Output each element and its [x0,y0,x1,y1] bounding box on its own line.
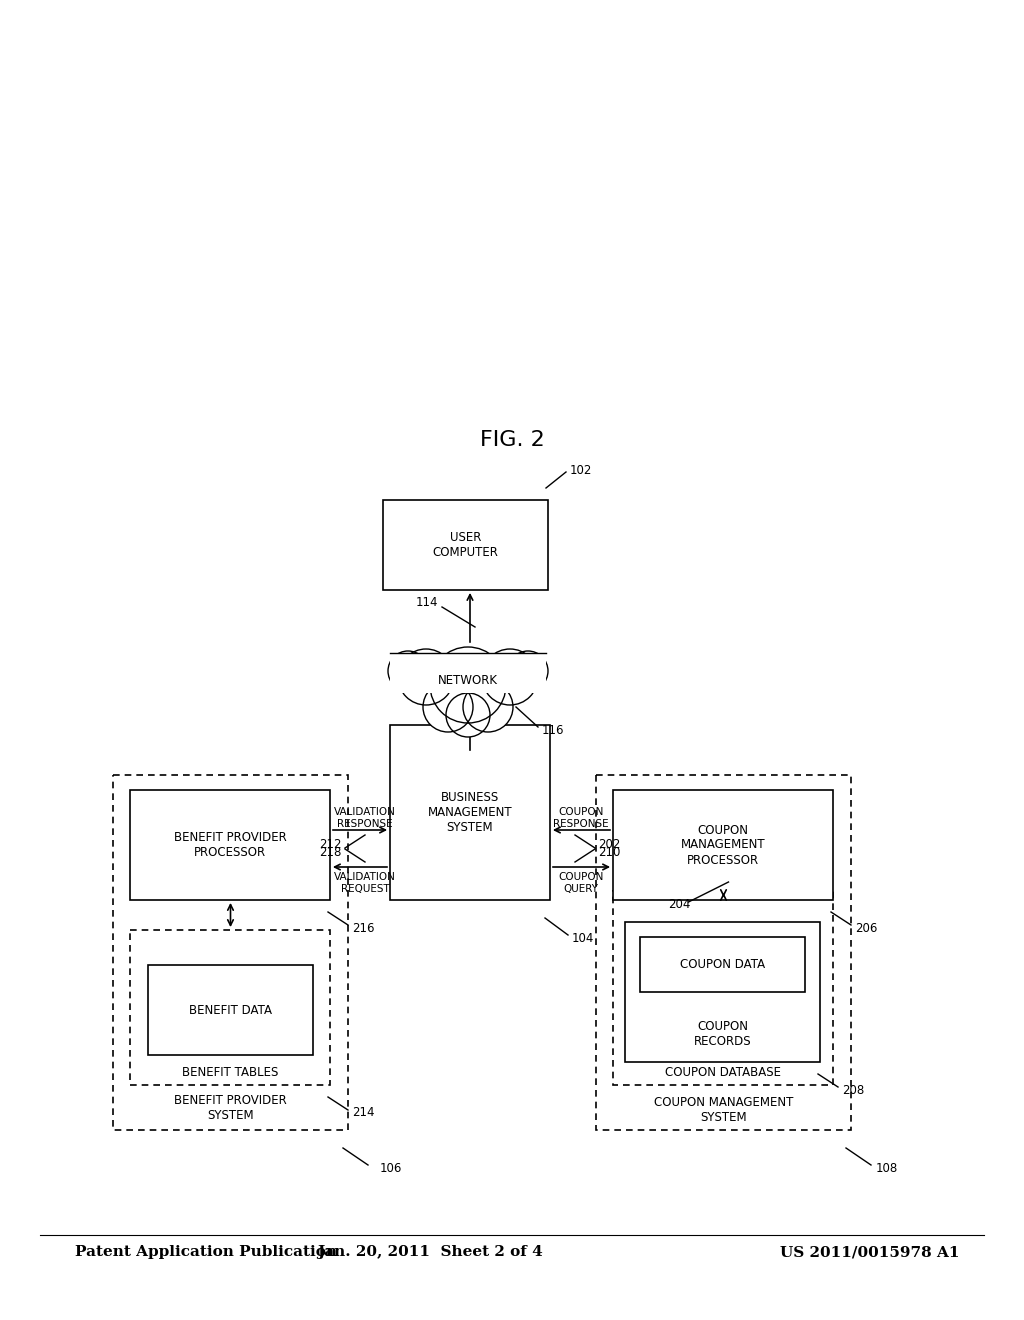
Circle shape [388,651,428,690]
Bar [625,921,820,1063]
Circle shape [430,647,506,723]
Text: USER
COMPUTER: USER COMPUTER [432,531,499,558]
Text: 208: 208 [842,1084,864,1097]
Text: 116: 116 [542,725,564,738]
Text: 108: 108 [876,1162,898,1175]
Text: 206: 206 [855,921,878,935]
Text: 214: 214 [352,1106,375,1119]
Bar [383,500,548,590]
Text: BUSINESS
MANAGEMENT
SYSTEM: BUSINESS MANAGEMENT SYSTEM [428,791,512,834]
Text: COUPON
RECORDS: COUPON RECORDS [693,1020,752,1048]
Bar [613,789,833,900]
Text: 218: 218 [319,846,342,858]
Text: 106: 106 [380,1162,402,1175]
Circle shape [508,651,548,690]
Circle shape [398,649,454,705]
Text: COUPON DATABASE: COUPON DATABASE [665,1067,781,1080]
Text: BENEFIT PROVIDER
PROCESSOR: BENEFIT PROVIDER PROCESSOR [174,832,287,859]
Text: 102: 102 [570,463,592,477]
Circle shape [463,682,513,733]
Text: US 2011/0015978 A1: US 2011/0015978 A1 [780,1245,961,1259]
Circle shape [423,682,473,733]
Text: COUPON
MANAGEMENT
PROCESSOR: COUPON MANAGEMENT PROCESSOR [681,824,765,866]
Text: Patent Application Publication: Patent Application Publication [75,1245,337,1259]
Text: Jan. 20, 2011  Sheet 2 of 4: Jan. 20, 2011 Sheet 2 of 4 [317,1245,543,1259]
Circle shape [482,649,538,705]
Text: 204: 204 [669,899,691,912]
Text: NETWORK: NETWORK [438,673,498,686]
Text: VALIDATION
RESPONSE: VALIDATION RESPONSE [334,808,396,829]
Circle shape [446,693,490,737]
Bar [613,890,833,1085]
Text: 216: 216 [352,921,375,935]
Text: COUPON MANAGEMENT
SYSTEM: COUPON MANAGEMENT SYSTEM [653,1096,794,1125]
Text: 202: 202 [598,838,621,851]
Text: BENEFIT TABLES: BENEFIT TABLES [182,1065,279,1078]
Text: COUPON DATA: COUPON DATA [680,958,765,972]
Bar [148,965,313,1055]
Bar [130,931,330,1085]
Text: 114: 114 [416,676,438,689]
Text: 210: 210 [598,846,621,858]
Text: FIG. 2: FIG. 2 [479,430,545,450]
Text: COUPON
QUERY: COUPON QUERY [558,873,604,894]
Text: 104: 104 [572,932,594,945]
Text: BENEFIT PROVIDER
SYSTEM: BENEFIT PROVIDER SYSTEM [174,1094,287,1122]
Text: 114: 114 [416,597,438,610]
Text: COUPON
RESPONSE: COUPON RESPONSE [553,808,609,829]
Bar [596,775,851,1130]
Bar [640,937,805,993]
Bar [130,789,330,900]
Bar [390,653,546,693]
Text: VALIDATION
REQUEST: VALIDATION REQUEST [334,873,396,894]
Bar [113,775,348,1130]
Text: BENEFIT DATA: BENEFIT DATA [189,1003,272,1016]
Bar [390,725,550,900]
Text: 212: 212 [319,838,342,851]
